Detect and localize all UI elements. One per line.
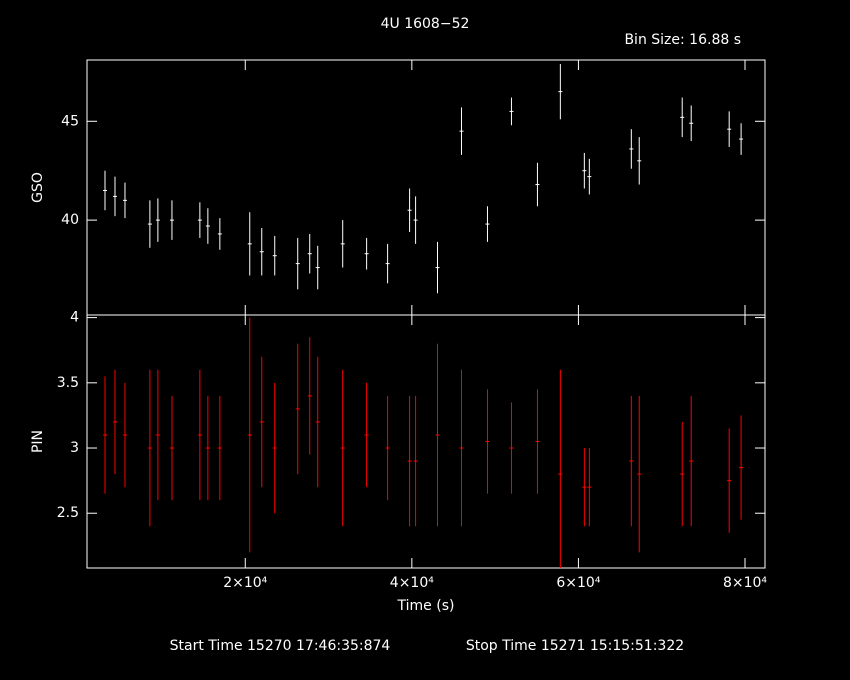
bin-size: Bin Size: 16.88 s <box>624 32 741 48</box>
x-tick-label: 6×10⁴ <box>556 575 600 591</box>
x-tick-label: 8×10⁴ <box>723 575 767 591</box>
y-tick-label: 3 <box>70 440 79 456</box>
y-axis-label: GSO <box>30 172 46 203</box>
x-tick-label: 2×10⁴ <box>223 575 267 591</box>
y-axis-label: PIN <box>30 430 46 453</box>
x-tick-label: 4×10⁴ <box>390 575 434 591</box>
stop-time: Stop Time 15271 15:15:51:322 <box>466 638 684 654</box>
y-tick-label: 40 <box>61 212 79 228</box>
y-tick-label: 4 <box>70 310 79 326</box>
plot-frame <box>86 314 766 569</box>
y-tick-label: 2.5 <box>57 505 79 521</box>
start-time: Start Time 15270 17:46:35:874 <box>170 638 391 654</box>
data-group <box>102 63 744 294</box>
y-tick-label: 45 <box>61 113 79 129</box>
data-group <box>102 317 744 568</box>
x-axis-label: Time (s) <box>397 598 455 614</box>
y-tick-label: 3.5 <box>57 375 79 391</box>
chart-title: 4U 1608−52 <box>381 16 470 32</box>
